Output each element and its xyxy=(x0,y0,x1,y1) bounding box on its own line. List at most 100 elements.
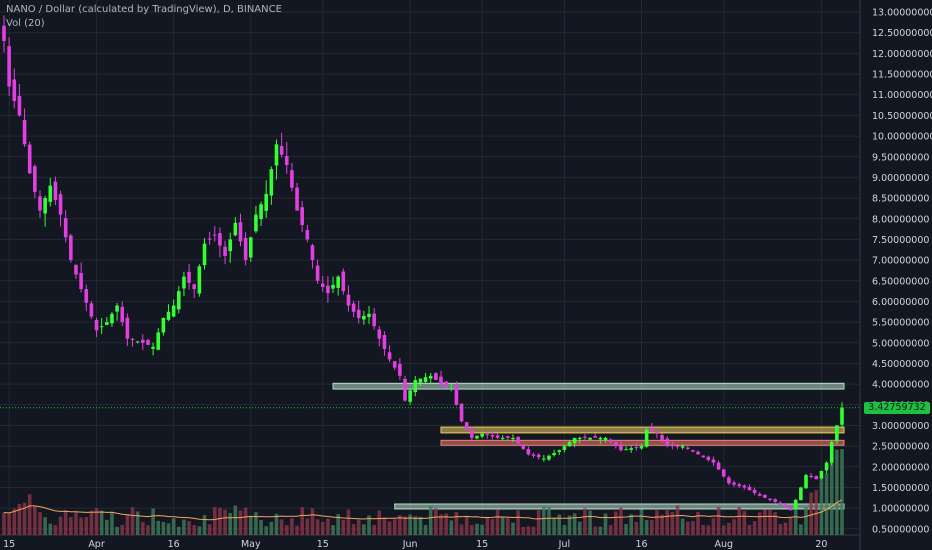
horizontal-zone xyxy=(440,426,845,434)
volume-bar xyxy=(372,525,376,535)
y-tick-label: 4.00000000 xyxy=(872,380,929,391)
candle-body xyxy=(161,317,166,333)
volume-bar xyxy=(192,525,197,535)
volume-bar xyxy=(799,524,803,535)
candle-body xyxy=(763,494,767,498)
volume-bar xyxy=(284,525,289,535)
candle-body xyxy=(716,462,721,470)
y-tick-label: 13.00000000 xyxy=(872,8,932,19)
y-tick-label: 12.00000000 xyxy=(872,49,932,60)
volume-bar xyxy=(176,526,181,535)
candle-body xyxy=(300,207,304,225)
candle-body xyxy=(783,504,788,508)
candle-body xyxy=(500,437,505,439)
volume-bar xyxy=(485,516,490,535)
candle-body xyxy=(17,95,22,116)
grid xyxy=(0,0,861,550)
volume-ma-line xyxy=(3,499,843,521)
candle-body xyxy=(578,437,582,439)
volume-bar xyxy=(367,515,371,535)
volume-bar xyxy=(17,504,22,535)
horizontal-zone xyxy=(332,382,845,390)
candle-body xyxy=(752,489,757,493)
candle-body xyxy=(341,271,346,292)
candle-body xyxy=(2,25,6,42)
candle-body xyxy=(228,239,233,252)
candle-body xyxy=(428,375,433,379)
candle-body xyxy=(696,451,700,455)
volume-bar xyxy=(819,477,824,535)
candle-body xyxy=(233,222,238,236)
volume-bar xyxy=(567,515,572,535)
volume-bar xyxy=(449,520,454,535)
volume-bar xyxy=(259,520,263,535)
candle-body xyxy=(665,438,670,447)
volume-bar xyxy=(300,507,304,535)
volume-bar xyxy=(603,513,608,535)
x-tick-label: Jun xyxy=(402,539,418,550)
candle-body xyxy=(670,445,675,447)
x-tick-label: Apr xyxy=(88,539,105,550)
y-tick-label: 10.50000000 xyxy=(872,111,932,122)
horizontal-zones xyxy=(332,382,845,510)
volume-bar xyxy=(649,520,654,535)
volume-bar xyxy=(619,507,623,535)
candle-body xyxy=(362,315,366,320)
candle-body xyxy=(691,450,695,452)
candle-body xyxy=(675,445,680,447)
volume-bar xyxy=(69,517,73,535)
y-tick-label: 1.50000000 xyxy=(872,483,929,494)
price-axis[interactable]: 0.50000000 1.00000000 1.50000000 2.00000000… xyxy=(872,8,932,536)
volume-bar xyxy=(248,516,253,535)
candle-body xyxy=(151,346,155,349)
volume-bar xyxy=(269,521,274,535)
volume-bar xyxy=(665,509,670,535)
volume-bar xyxy=(346,509,351,535)
time-axis[interactable]: 15 Apr 16 May 15 Jun 15 Jul 16 Aug 20 xyxy=(3,539,827,550)
x-tick-label: 16 xyxy=(635,539,647,550)
candle-body xyxy=(757,493,762,496)
volume-bar xyxy=(428,505,433,535)
volume-bar xyxy=(110,511,114,535)
candle-body xyxy=(464,422,469,430)
candle-body xyxy=(79,272,83,290)
candle-body xyxy=(182,276,186,289)
candle-body xyxy=(490,435,495,437)
candle-body xyxy=(418,378,423,383)
candle-body xyxy=(326,285,330,294)
candle-body xyxy=(835,425,839,442)
y-tick-label: 12.50000000 xyxy=(872,28,932,39)
volume-bar xyxy=(130,507,135,535)
candle-body xyxy=(202,243,207,266)
candle-body xyxy=(53,181,58,201)
volume-bar xyxy=(464,516,469,535)
candle-body xyxy=(94,320,99,331)
candle-body xyxy=(336,276,340,288)
volume-bar xyxy=(788,517,793,535)
candle-body xyxy=(146,340,150,345)
volume-bar xyxy=(732,519,736,535)
volume-bar xyxy=(105,519,109,535)
volume-bar xyxy=(377,510,382,535)
candle-body xyxy=(125,317,130,339)
candle-body xyxy=(207,238,212,240)
volume-bar xyxy=(747,524,752,535)
candle-body xyxy=(542,458,546,460)
volume-bar xyxy=(331,525,335,535)
volume-bar xyxy=(94,508,99,535)
volume-bar xyxy=(778,524,783,535)
volume-bar xyxy=(228,513,233,535)
candle-body xyxy=(99,326,104,328)
volume-bar xyxy=(506,517,510,535)
volume-bar xyxy=(207,524,212,535)
volume-bar xyxy=(151,508,155,535)
candle-body xyxy=(223,246,227,256)
volume-bar xyxy=(783,522,788,535)
volume-bar xyxy=(624,524,628,535)
candle-body xyxy=(274,144,279,166)
volume-bar xyxy=(480,524,484,535)
candle-body xyxy=(27,144,32,174)
volume-bar xyxy=(660,514,664,535)
candle-body xyxy=(588,437,592,440)
